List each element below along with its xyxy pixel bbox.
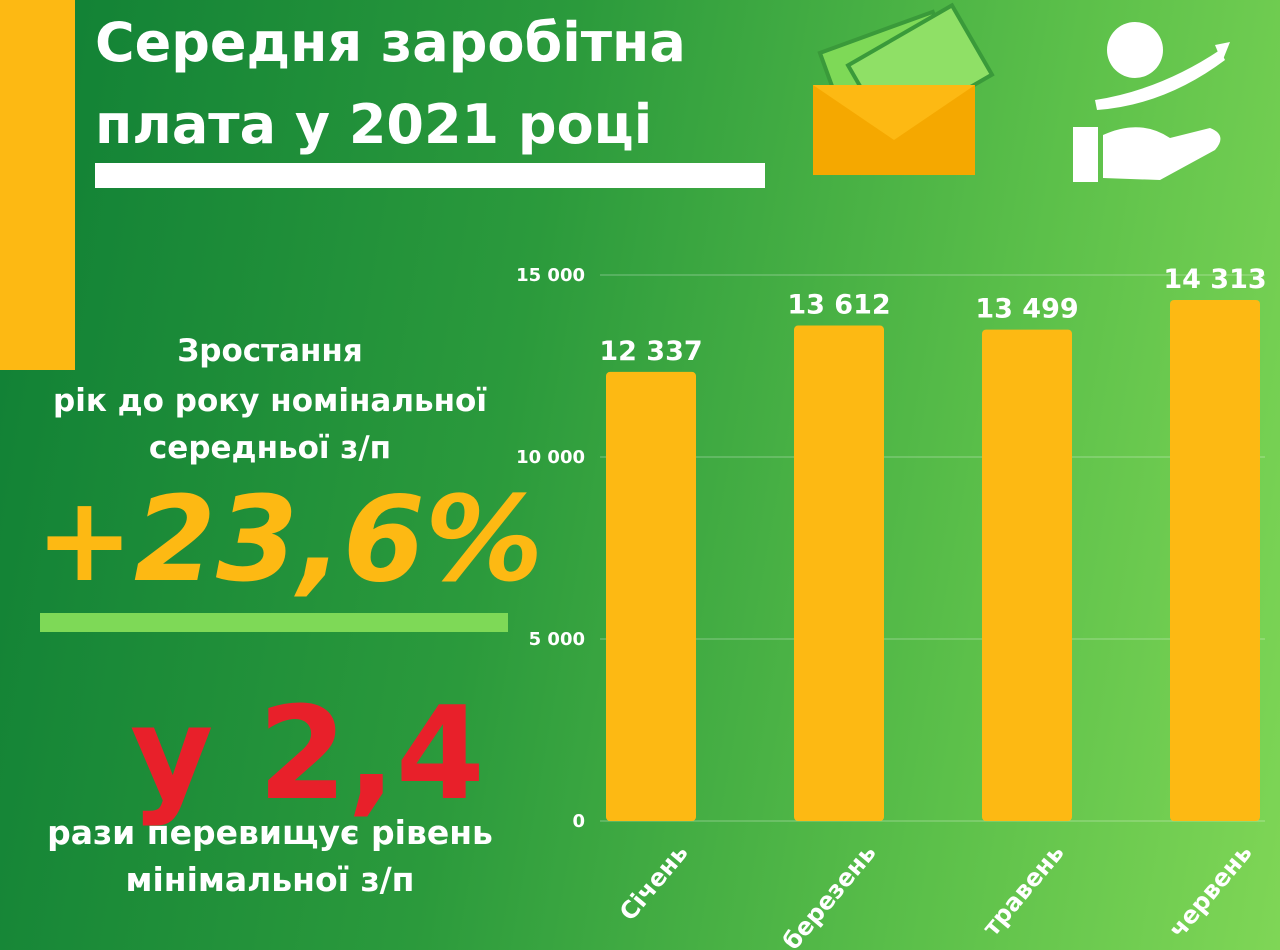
x-tick-label: травень bbox=[977, 839, 1069, 942]
y-tick-label: 10 000 bbox=[516, 447, 585, 468]
x-tick-label: червень bbox=[1163, 839, 1257, 944]
bar bbox=[982, 329, 1072, 821]
value-label: 13 612 bbox=[787, 290, 890, 321]
value-label: 14 313 bbox=[1163, 264, 1266, 295]
accent-bar bbox=[0, 0, 75, 370]
money-icon bbox=[813, 2, 995, 175]
growth-text: Зростання bbox=[177, 333, 363, 369]
y-tick-label: 5 000 bbox=[529, 629, 585, 650]
x-tick-label: березень bbox=[778, 839, 882, 950]
bar bbox=[1170, 300, 1260, 821]
growth-text: середньої з/п bbox=[148, 430, 392, 466]
bar bbox=[794, 325, 884, 821]
divider bbox=[40, 613, 508, 632]
bar bbox=[606, 371, 696, 821]
hand-icon bbox=[1073, 22, 1230, 182]
growth-text: рік до року номінальної bbox=[53, 383, 487, 419]
y-tick-label: 15 000 bbox=[516, 265, 585, 286]
value-label: 13 499 bbox=[975, 294, 1078, 325]
growth-value: +23,6% bbox=[35, 470, 544, 608]
ratio-text: рази перевищує рівень bbox=[47, 813, 493, 852]
ratio-text: мінімальної з/п bbox=[125, 860, 415, 899]
y-tick-label: 0 bbox=[572, 811, 585, 832]
x-tick-label: Січень bbox=[614, 839, 694, 926]
value-label: 12 337 bbox=[599, 336, 702, 367]
title: Середня заробітна плата у 2021 році bbox=[95, 11, 686, 156]
ratio-value: у 2,4 bbox=[130, 680, 485, 829]
title-underline bbox=[95, 163, 765, 188]
